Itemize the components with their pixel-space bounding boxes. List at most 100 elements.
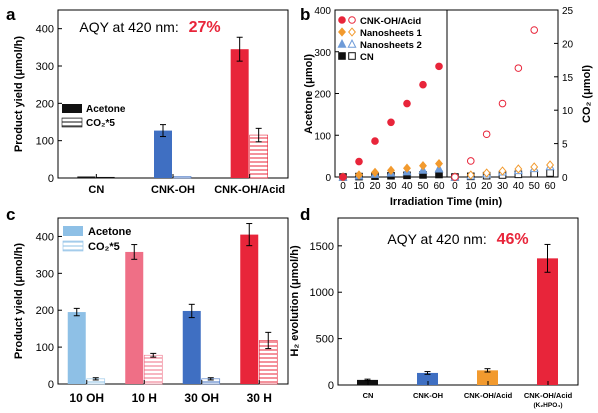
legend-label: CNK-OH/Acid bbox=[360, 16, 421, 27]
y-tick-label-right: 20 bbox=[562, 39, 574, 50]
x-tick-label: CNK-OH/Acid bbox=[214, 184, 285, 196]
x-tick-label: 20 bbox=[481, 181, 493, 192]
legend-label: Nanosheets 1 bbox=[360, 28, 422, 39]
legend-swatch-acetone-c bbox=[63, 226, 83, 236]
co2-point bbox=[466, 170, 475, 180]
acetone-point bbox=[403, 163, 411, 173]
y-tick-label: 400 bbox=[36, 24, 54, 36]
bar bbox=[67, 312, 86, 384]
y-tick-label-left: 400 bbox=[314, 6, 331, 17]
bar bbox=[96, 176, 115, 179]
x-tick-label: CNK-OH bbox=[413, 391, 443, 400]
x-tick-label: 30 H bbox=[247, 391, 272, 405]
x-tick-label: 10 bbox=[353, 181, 365, 192]
co2-point bbox=[514, 64, 523, 72]
y-axis-label-c: Product yield (μmol/h) bbox=[13, 243, 25, 359]
y-tick-label: 500 bbox=[316, 334, 334, 346]
legend-marker-open bbox=[347, 39, 357, 48]
x-tick-label: 0 bbox=[340, 181, 346, 192]
bar bbox=[230, 49, 249, 179]
y-tick-label: 0 bbox=[328, 380, 334, 392]
x-axis-a: CN CNK-OH CNK-OH/Acid bbox=[88, 174, 285, 196]
co2-point bbox=[498, 166, 507, 176]
bar bbox=[182, 310, 201, 384]
legend-label: CN bbox=[360, 52, 374, 63]
legend-label-acetone-c: Acetone bbox=[88, 226, 131, 238]
co2-point bbox=[482, 168, 491, 178]
acetone-point bbox=[387, 118, 395, 127]
y-tick-label-right: 10 bbox=[562, 106, 574, 117]
co2-point bbox=[514, 164, 523, 174]
legend-marker-open bbox=[348, 27, 356, 37]
y-tick-label: 300 bbox=[36, 268, 54, 280]
legend-marker-filled bbox=[338, 16, 346, 24]
co2-point bbox=[482, 130, 491, 139]
x-tick-label: 10 H bbox=[132, 391, 157, 405]
acetone-point bbox=[339, 173, 347, 181]
x-tick-label: 50 bbox=[529, 181, 541, 192]
y-axis-a: 0 100 200 300 400 bbox=[36, 24, 62, 185]
x-tick-label: 60 bbox=[545, 181, 557, 192]
bar bbox=[240, 234, 259, 384]
bar bbox=[477, 370, 498, 385]
bar bbox=[125, 251, 144, 384]
aqy-annotation-d: AQY at 420 nm: 46% bbox=[387, 231, 528, 248]
legend-marker-filled bbox=[338, 52, 346, 60]
bar bbox=[154, 130, 172, 178]
acetone-point bbox=[371, 167, 379, 178]
acetone-point bbox=[403, 99, 411, 108]
x-tick-label: 30 bbox=[385, 181, 397, 192]
bar bbox=[143, 354, 163, 385]
co2-point bbox=[530, 162, 539, 172]
acetone-point bbox=[434, 163, 444, 173]
panel-d: 0 500 1000 1500 CN CNK-OH CNK-OH/Acid CNK-OH/A… bbox=[289, 217, 579, 409]
legend-marker-open bbox=[348, 52, 356, 60]
panel-a: 0 100 200 300 400 CN CNK-OH CNK-OH/Acid Produc… bbox=[13, 9, 289, 196]
x-axis-label-b: Irradiation Time (min) bbox=[390, 196, 503, 208]
x-tick-label: 10 OH bbox=[69, 391, 104, 405]
y-axis-label-a: Product yield (μmol/h) bbox=[13, 36, 25, 152]
y-axis-label-left-b: Acetone (μmol) bbox=[303, 54, 315, 134]
y-tick-label: 200 bbox=[36, 98, 54, 110]
acetone-point bbox=[419, 80, 427, 89]
acetone-point bbox=[435, 158, 443, 169]
y-axis-label-d: H₂ evolution (μmol/h) bbox=[289, 245, 301, 357]
y-tick-label: 300 bbox=[36, 61, 54, 73]
plot-frame-d bbox=[337, 217, 579, 386]
acetone-point bbox=[371, 137, 379, 145]
bar bbox=[172, 176, 192, 179]
x-tick-label: 40 bbox=[513, 181, 525, 192]
co2-point bbox=[530, 26, 539, 34]
panel-letter-b: b bbox=[300, 5, 310, 24]
y-tick-label: 0 bbox=[48, 379, 54, 391]
y-tick-label-left: 0 bbox=[325, 173, 331, 184]
y-tick-label-left: 300 bbox=[314, 48, 331, 59]
co2-point bbox=[451, 173, 459, 181]
co2-point bbox=[498, 99, 507, 108]
x-tick-label: CN bbox=[363, 391, 374, 400]
bar bbox=[77, 176, 96, 178]
x-tick-label: 0 bbox=[452, 181, 458, 192]
y-tick-label: 200 bbox=[36, 305, 54, 317]
legend-label: Nanosheets 2 bbox=[360, 40, 422, 51]
y-tick-label-right: 5 bbox=[562, 140, 568, 151]
legend-c: Acetone CO₂*5 bbox=[62, 226, 131, 253]
co2-point bbox=[546, 160, 555, 170]
legend-label-acetone-a: Acetone bbox=[86, 104, 126, 115]
plot-frame-c bbox=[57, 217, 289, 385]
panel-letter-d: d bbox=[300, 205, 310, 224]
x-tick-label: CNK-OH bbox=[151, 184, 195, 196]
x-tick-label: 20 bbox=[369, 181, 381, 192]
x-tick-label: 30 OH bbox=[184, 391, 219, 405]
y-axis-label-right-b: CO₂ (μmol) bbox=[581, 65, 593, 123]
acetone-point bbox=[435, 62, 443, 71]
y-tick-label: 100 bbox=[36, 136, 54, 148]
acetone-point bbox=[355, 170, 363, 180]
y-tick-label-right: 15 bbox=[562, 73, 574, 84]
panel-letter-a: a bbox=[6, 5, 16, 24]
acetone-point bbox=[387, 165, 395, 175]
x-tick-label: 50 bbox=[417, 181, 429, 192]
bar bbox=[417, 372, 438, 385]
